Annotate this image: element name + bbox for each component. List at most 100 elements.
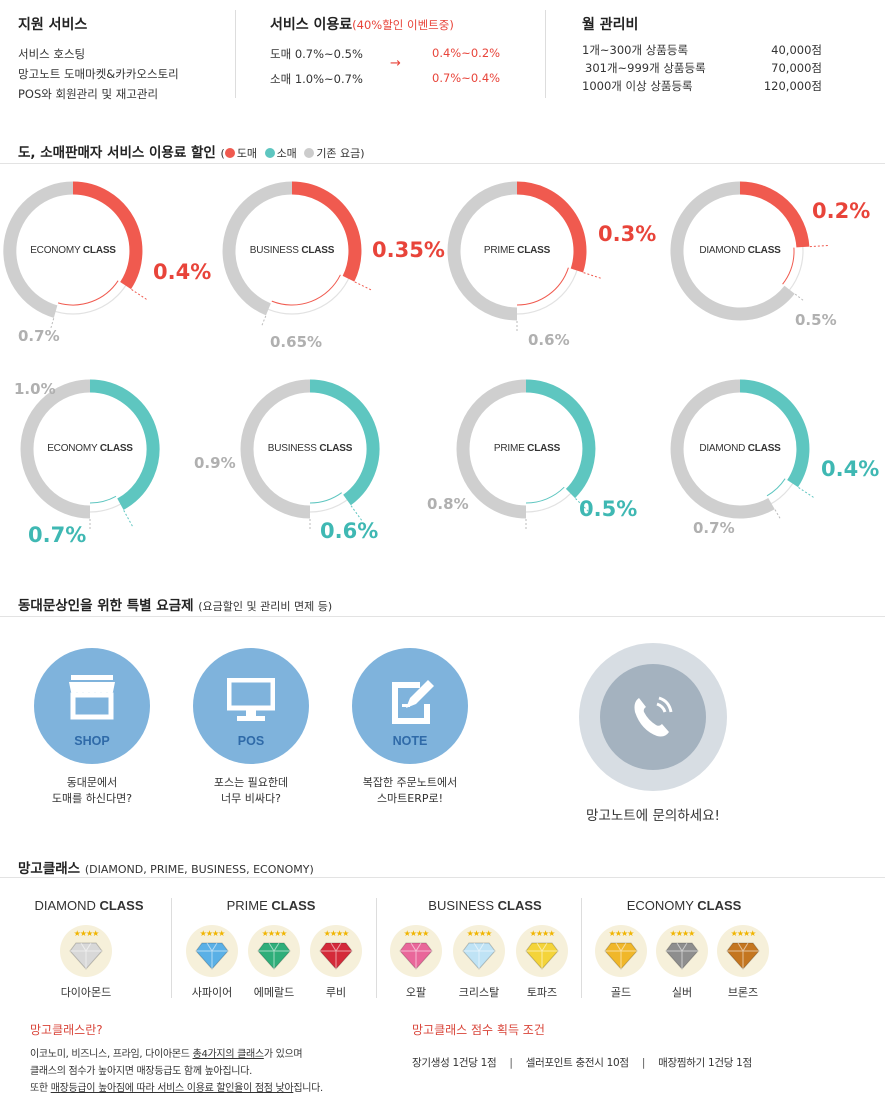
class-suffix: CLASS: [747, 443, 781, 454]
contact-circle[interactable]: [579, 643, 727, 791]
monthly-row-price: 40,000점: [771, 43, 822, 57]
gem-name: 브론즈: [727, 986, 759, 999]
class-suffix: CLASS: [99, 898, 144, 913]
what-body: 이코노미, 비즈니스, 프라임, 다이아몬드 총4가지의 클래스가 있으며 클래…: [30, 1046, 323, 1097]
wholesale-ring-original-arc: [670, 181, 795, 321]
support-item: 망고노트 도매마켓&카카오스토리: [18, 67, 179, 81]
gem-name: 사파이어: [191, 986, 233, 999]
phone-icon: [634, 696, 673, 737]
gem-badge: ★★★★: [60, 925, 112, 977]
monthly-row-price: 70,000점: [771, 61, 822, 75]
retail-ring-discount-arc: [525, 379, 596, 499]
what-line: 이코노미, 비즈니스, 프라임, 다이아몬드 총4가지의 클래스가 있으며: [30, 1046, 323, 1063]
class-suffix: CLASS: [301, 245, 335, 256]
retail-ring-leader: [350, 505, 363, 521]
class-group-title: PRIME CLASS: [196, 898, 346, 913]
wholesale-ring-discount-arc: [291, 181, 362, 282]
retail-ring-discount-line: [89, 495, 117, 504]
gem-badge: ★★★★: [186, 925, 238, 977]
special-title: 동대문상인을 위한 특별 요금제: [18, 598, 194, 614]
gem-icon: [462, 942, 496, 970]
shop-caption: 동대문에서 도매를 하신다면?: [12, 775, 172, 807]
stars-icon: ★★★★: [73, 929, 100, 938]
gem-badge: ★★★★: [516, 925, 568, 977]
section-divider: [0, 163, 885, 164]
class-suffix: CLASS: [517, 245, 551, 256]
gem-icon: [69, 942, 103, 970]
class-name: DIAMOND: [699, 443, 746, 454]
score-item: 장기생성 1건당 1점: [412, 1057, 497, 1069]
gem-name: 루비: [325, 986, 347, 999]
retail-ring-leader: [123, 510, 133, 527]
gem-icon: [319, 942, 353, 970]
note-caption: 복잡한 주문노트에서 스마트ERP로!: [330, 775, 490, 807]
divider: [235, 10, 236, 98]
original-rate: 0.8%: [427, 495, 469, 513]
legend-label: 도매: [236, 147, 258, 160]
discounted-rate: 0.2%: [812, 199, 871, 223]
divider: [171, 898, 172, 998]
contact-inner-circle: [600, 664, 706, 770]
note-circle[interactable]: NOTE: [352, 648, 468, 764]
legend-paren: ): [360, 147, 365, 160]
wholesale-ring-discount-arc: [739, 181, 810, 248]
note-icon: [392, 680, 434, 724]
retail-ring-leader: [774, 509, 782, 521]
wholesale-ring-discount-line: [516, 267, 569, 306]
shop-circle[interactable]: SHOP: [34, 648, 150, 764]
discount-title: 도, 소매판매자 서비스 이용료 할인: [18, 145, 216, 161]
gem-badge: ★★★★: [717, 925, 769, 977]
gem-name: 실버: [671, 986, 693, 999]
text-highlight: 매장등급이 높아짐에 따라 서비스 이용료 할인율이 점점 낮아: [50, 1083, 294, 1094]
wholesale-ring-leader: [794, 293, 805, 302]
pos-label: POS: [237, 734, 265, 748]
class-group-title: BUSINESS CLASS: [410, 898, 560, 913]
stars-icon: ★★★★: [608, 929, 635, 938]
wholesale-ring-leader: [583, 272, 601, 279]
shop-label: SHOP: [74, 734, 110, 748]
class-suffix: CLASS: [747, 245, 781, 256]
wholesale-ring-discount-arc: [72, 181, 143, 290]
divider: [545, 10, 546, 98]
wholesale-ring-discount-line: [57, 280, 119, 306]
support-item: POS와 회원관리 및 재고관리: [18, 87, 159, 101]
fee-row-new: 0.7%~0.4%: [432, 71, 501, 85]
separator: |: [641, 1057, 646, 1069]
pos-circle[interactable]: POS: [193, 648, 309, 764]
original-rate: 0.5%: [795, 311, 837, 329]
wholesale-ring-leader: [131, 289, 147, 300]
retail-ring-discount-arc: [739, 379, 810, 488]
gem-name: 오팔: [405, 986, 427, 999]
divider: [581, 898, 582, 998]
class-suffix: CLASS: [82, 245, 116, 256]
ring-class-label: ECONOMY CLASS: [3, 245, 143, 256]
wholesale-ring-discount-line: [271, 274, 341, 306]
wholesale-ring-leader: [49, 318, 55, 330]
class-name: PRIME: [226, 898, 268, 913]
legend-paren: (: [220, 147, 225, 160]
wholesale-ring-leader: [260, 315, 267, 328]
class-name: BUSINESS: [428, 898, 495, 913]
stars-icon: ★★★★: [403, 929, 430, 938]
note-label: NOTE: [392, 734, 428, 748]
original-rate: 0.7%: [693, 519, 735, 537]
stars-icon: ★★★★: [730, 929, 757, 938]
class-name: DIAMOND: [699, 245, 746, 256]
gem-name: 다이아몬드: [60, 986, 112, 999]
discounted-rate: 0.6%: [320, 519, 379, 543]
monthly-row-price: 120,000점: [763, 79, 822, 93]
legend-label: 소매: [276, 147, 297, 160]
wholesale-ring-original-arc: [447, 181, 518, 321]
gem-icon: [665, 942, 699, 970]
class-group-title: ECONOMY CLASS: [609, 898, 759, 913]
class-suffix: CLASS: [319, 443, 353, 454]
gem-name: 크리스탈: [458, 986, 500, 999]
discount-section-title: 도, 소매판매자 서비스 이용료 할인 (도매 소매 기존 요금): [18, 141, 365, 161]
support-services: 지원 서비스 서비스 호스팅 망고노트 도매마켓&카카오스토리 POS와 회원관…: [18, 14, 228, 102]
discounted-rate: 0.4%: [153, 260, 212, 284]
ring-class-label: BUSINESS CLASS: [222, 245, 362, 256]
gem-badge: ★★★★: [595, 925, 647, 977]
class-suffix: CLASS: [99, 443, 133, 454]
class-section-title: 망고클래스 (DIAMOND, PRIME, BUSINESS, ECONOMY…: [18, 857, 314, 877]
class-suffix: CLASS: [497, 898, 542, 913]
